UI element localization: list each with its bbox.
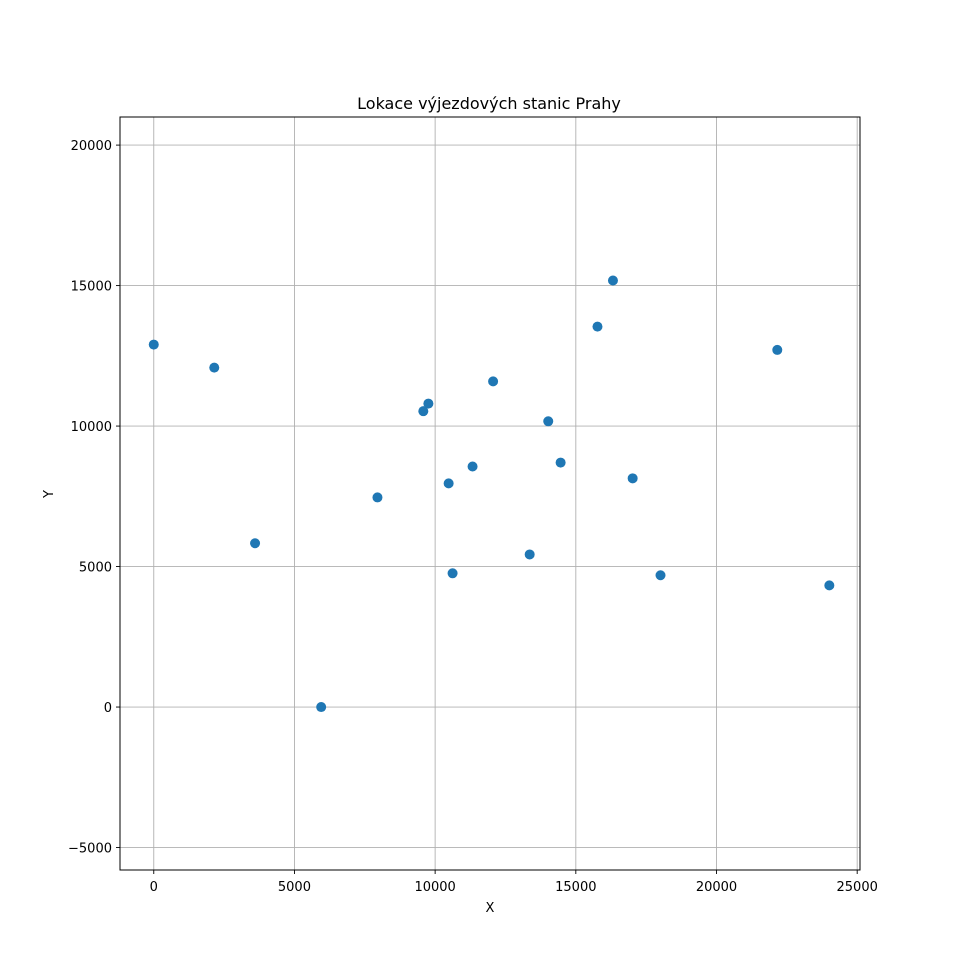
y-tick-label: 5000 <box>79 561 112 576</box>
scatter-point <box>372 492 383 503</box>
y-tick-label: 0 <box>104 701 112 716</box>
scatter-point <box>824 580 835 591</box>
scatter-point <box>250 538 261 549</box>
scatter-point <box>423 398 434 409</box>
x-tick-label: 0 <box>150 880 158 895</box>
scatter-point <box>607 275 618 286</box>
scatter-point <box>524 549 535 560</box>
chart-title: Lokace výjezdových stanic Prahy <box>357 94 621 113</box>
plot-frame <box>119 116 861 871</box>
scatter-point <box>467 461 478 472</box>
x-tick-label: 20000 <box>696 880 737 895</box>
x-tick-label: 10000 <box>414 880 455 895</box>
x-axis-label: X <box>486 901 495 916</box>
scatter-point <box>627 473 638 484</box>
scatter-point <box>555 457 566 468</box>
y-tick-label: 20000 <box>71 139 112 154</box>
x-tick-label: 5000 <box>278 880 311 895</box>
scatter-point <box>488 376 499 387</box>
grid-layer <box>120 117 860 870</box>
scatter-point <box>316 702 327 713</box>
scatter-point <box>655 570 666 581</box>
scatter-point <box>443 478 454 489</box>
scatter-point <box>209 362 220 373</box>
y-tick-label: 10000 <box>71 420 112 435</box>
y-tick-label: 15000 <box>71 280 112 295</box>
scatter-point <box>772 344 783 355</box>
y-axis-label: Y <box>42 490 57 499</box>
scatter-point <box>592 321 603 332</box>
points-layer <box>148 275 835 713</box>
y-tick-label: −5000 <box>68 842 112 857</box>
scatter-point <box>148 339 159 350</box>
scatter-point <box>418 406 429 417</box>
ticks-layer: 0 5000 10000 15000 20000 25000 −5000 0 5000 10000… <box>68 139 878 895</box>
x-tick-label: 15000 <box>555 880 596 895</box>
scatter-point <box>543 416 554 427</box>
scatter-point <box>447 568 458 579</box>
x-tick-label: 25000 <box>837 880 878 895</box>
